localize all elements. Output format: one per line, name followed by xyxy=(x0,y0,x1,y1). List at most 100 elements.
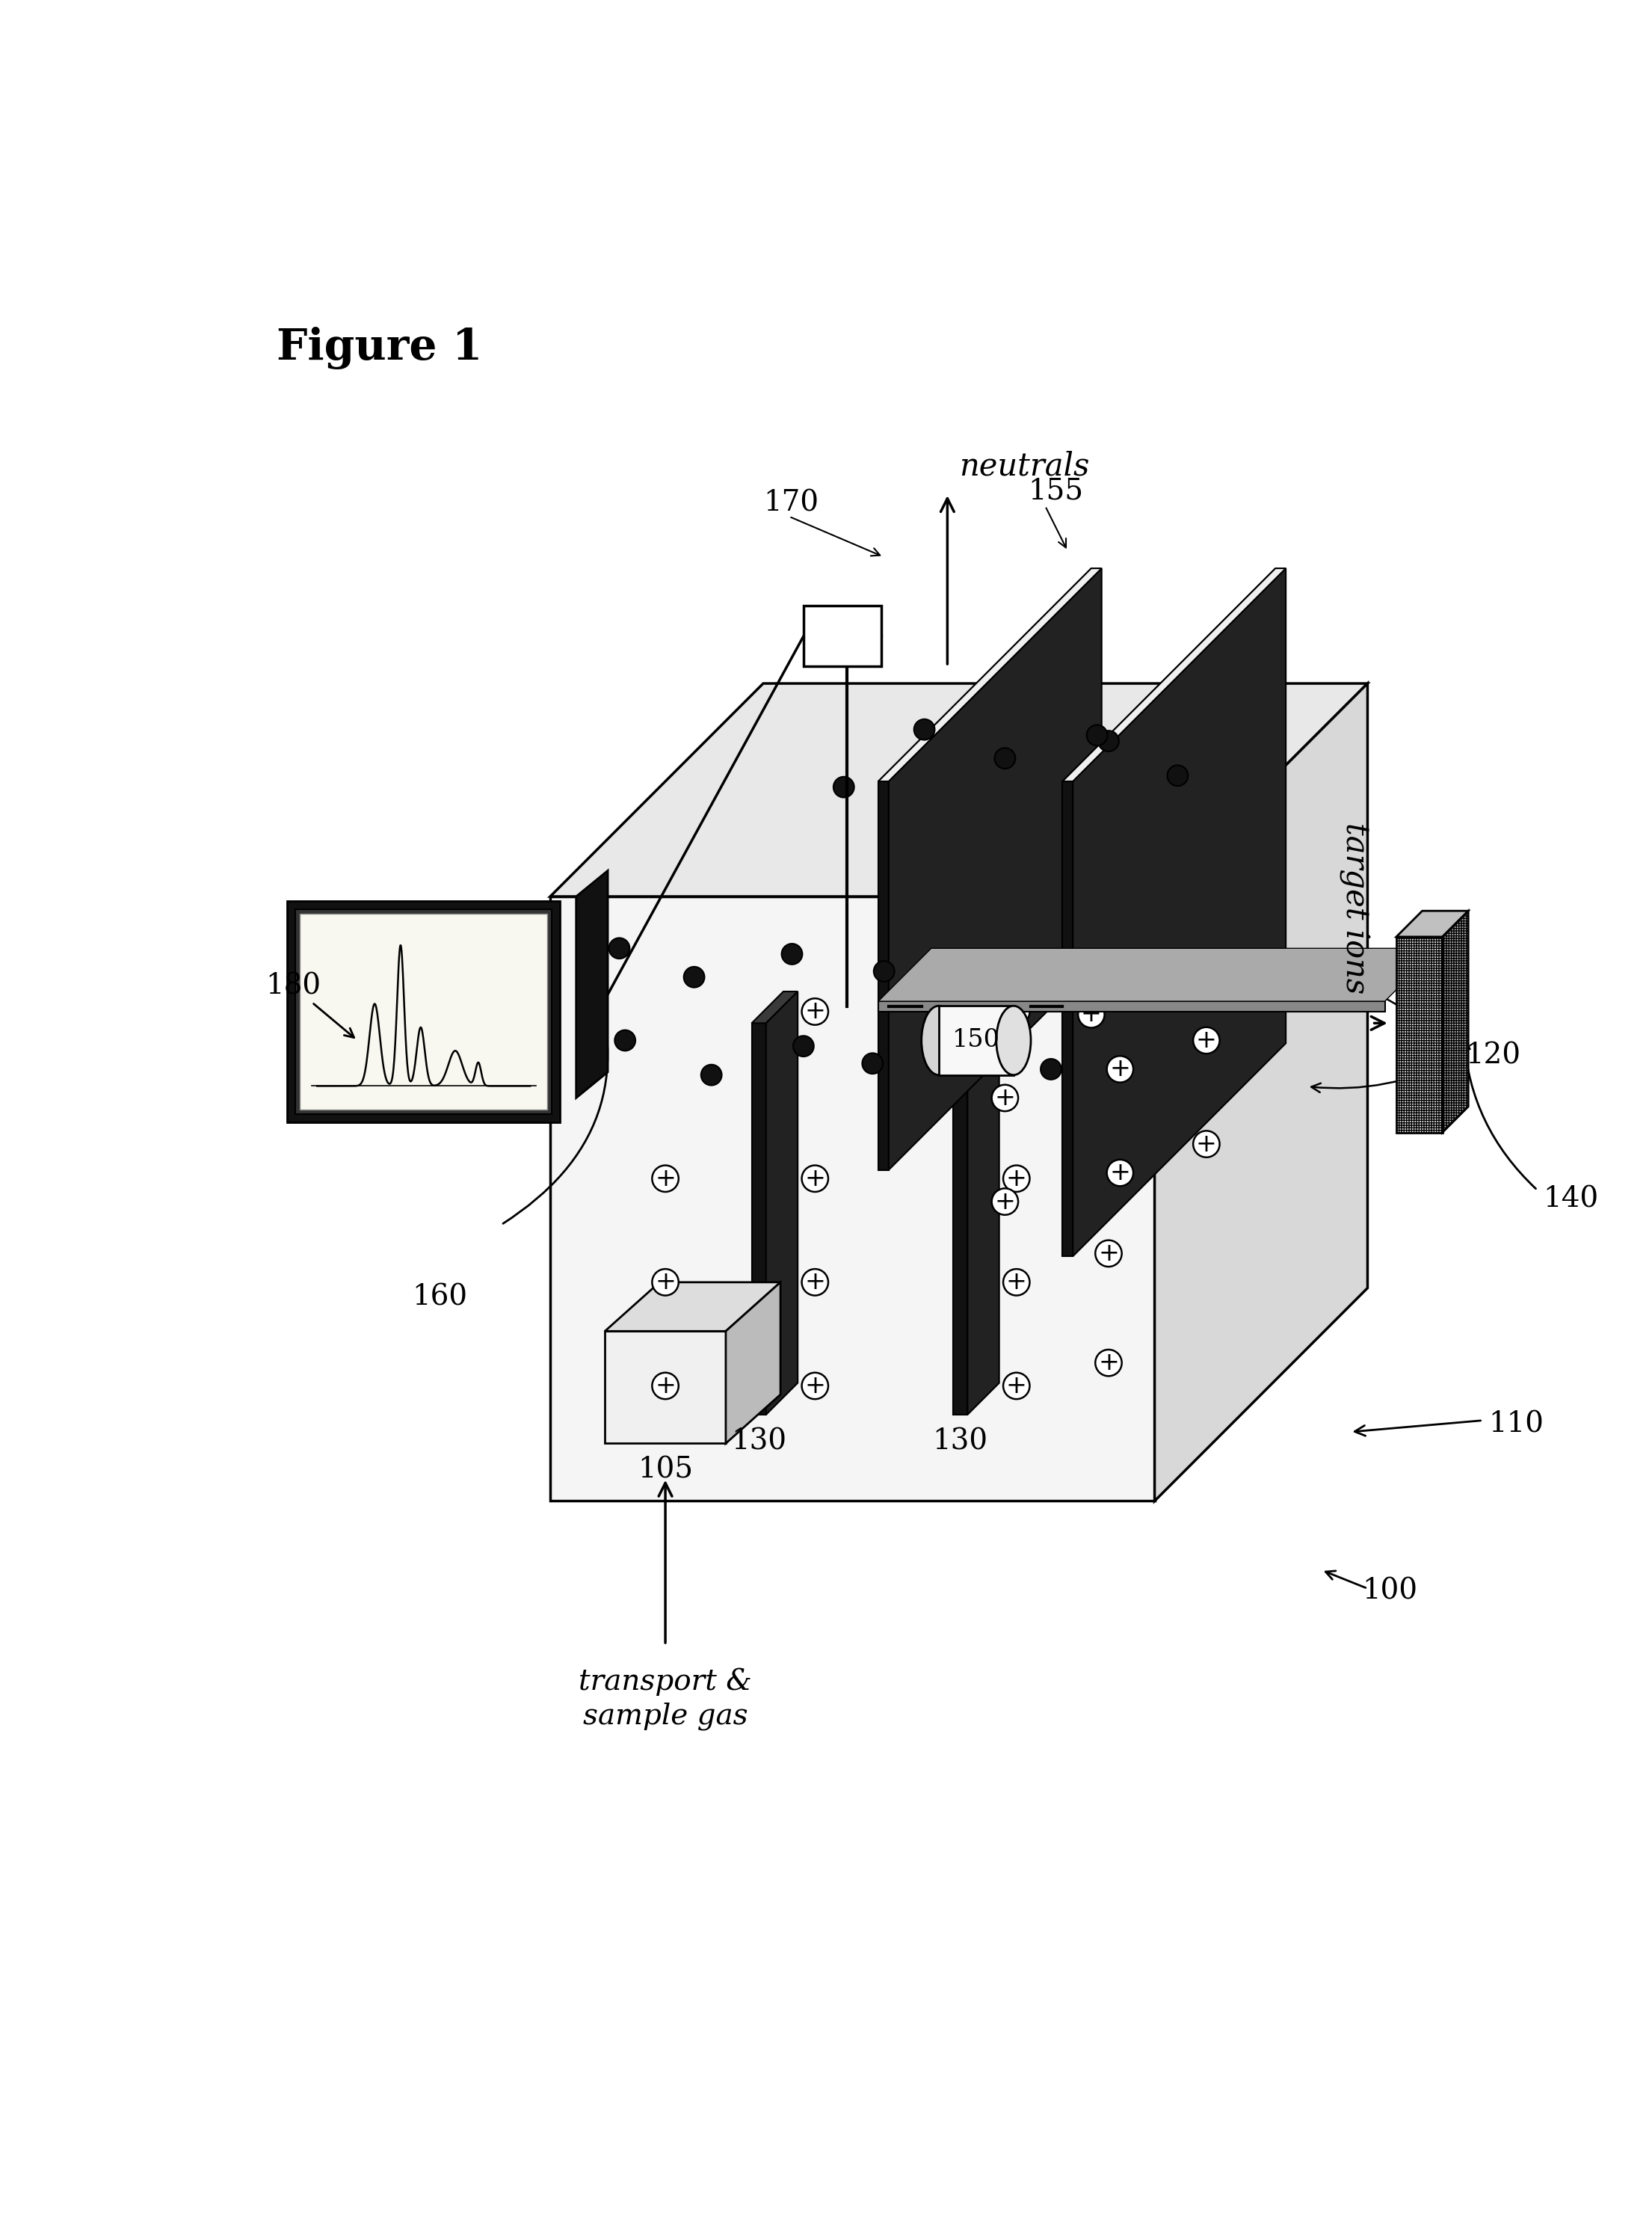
Text: +: + xyxy=(995,1188,1016,1215)
Text: 150: 150 xyxy=(952,1029,999,1053)
Circle shape xyxy=(1095,1239,1122,1266)
Text: 160: 160 xyxy=(411,1284,468,1310)
Circle shape xyxy=(1104,956,1125,975)
Circle shape xyxy=(1168,765,1188,787)
Circle shape xyxy=(684,967,704,987)
Bar xyxy=(287,900,560,1122)
Polygon shape xyxy=(725,1281,780,1443)
Text: +: + xyxy=(1196,1029,1218,1053)
Text: +: + xyxy=(1006,1166,1028,1191)
Text: +: + xyxy=(995,1086,1016,1111)
Circle shape xyxy=(1099,732,1118,752)
Text: +: + xyxy=(805,1375,826,1399)
Polygon shape xyxy=(1396,911,1469,938)
Circle shape xyxy=(801,1268,828,1295)
Circle shape xyxy=(1003,1268,1029,1295)
Text: +: + xyxy=(1006,1270,1028,1295)
Bar xyxy=(296,909,552,1115)
Circle shape xyxy=(1087,725,1107,745)
Circle shape xyxy=(874,960,894,982)
Text: 140: 140 xyxy=(1543,1186,1599,1213)
Text: 130: 130 xyxy=(932,1428,988,1454)
Circle shape xyxy=(1041,1060,1061,1080)
Text: +: + xyxy=(1080,1002,1102,1026)
Text: 110: 110 xyxy=(1488,1410,1543,1439)
Circle shape xyxy=(1107,1055,1133,1082)
Text: 100: 100 xyxy=(1361,1576,1417,1605)
Polygon shape xyxy=(879,568,1102,780)
Text: neutrals: neutrals xyxy=(958,450,1089,481)
Circle shape xyxy=(610,938,629,958)
Polygon shape xyxy=(767,991,798,1414)
Polygon shape xyxy=(889,568,1102,1171)
Circle shape xyxy=(801,998,828,1024)
Circle shape xyxy=(862,1053,882,1073)
Text: target ions: target ions xyxy=(1338,823,1370,993)
Polygon shape xyxy=(879,780,889,1171)
Circle shape xyxy=(653,1268,679,1295)
Text: +: + xyxy=(1196,1131,1218,1157)
Circle shape xyxy=(653,1372,679,1399)
Text: +: + xyxy=(1099,1350,1118,1375)
Polygon shape xyxy=(953,991,999,1024)
Text: +: + xyxy=(654,1270,676,1295)
Circle shape xyxy=(1003,998,1029,1024)
Text: 130: 130 xyxy=(730,1428,786,1454)
Polygon shape xyxy=(1062,780,1072,1257)
Circle shape xyxy=(943,1042,963,1062)
Polygon shape xyxy=(605,1281,780,1330)
Circle shape xyxy=(615,1031,636,1051)
Circle shape xyxy=(991,1188,1018,1215)
Circle shape xyxy=(1003,1166,1029,1193)
Circle shape xyxy=(1095,1350,1122,1377)
Circle shape xyxy=(995,747,1016,769)
Text: +: + xyxy=(654,1375,676,1399)
Bar xyxy=(301,913,547,1108)
Circle shape xyxy=(1003,1372,1029,1399)
Circle shape xyxy=(781,944,803,964)
Text: +: + xyxy=(1006,1375,1028,1399)
Polygon shape xyxy=(879,1002,1384,1011)
Circle shape xyxy=(653,1166,679,1193)
Text: 105: 105 xyxy=(638,1457,694,1483)
Polygon shape xyxy=(550,683,1368,896)
Ellipse shape xyxy=(922,1007,957,1075)
Circle shape xyxy=(833,776,854,798)
Text: 120: 120 xyxy=(1465,1042,1521,1069)
Text: +: + xyxy=(1110,1058,1130,1082)
Text: +: + xyxy=(654,1166,676,1191)
Polygon shape xyxy=(605,1330,725,1443)
Polygon shape xyxy=(1062,568,1285,780)
Circle shape xyxy=(1193,1131,1219,1157)
Text: transport &
sample gas: transport & sample gas xyxy=(578,1667,752,1731)
Text: +: + xyxy=(1099,1242,1118,1266)
Polygon shape xyxy=(752,1024,767,1414)
Text: +: + xyxy=(995,989,1016,1013)
Circle shape xyxy=(793,1035,814,1058)
Circle shape xyxy=(801,1372,828,1399)
Circle shape xyxy=(700,1064,722,1086)
Text: +: + xyxy=(1110,1159,1130,1186)
Text: +: + xyxy=(1006,1000,1028,1024)
Bar xyxy=(938,1007,1014,1075)
Circle shape xyxy=(991,987,1018,1013)
Text: 180: 180 xyxy=(266,973,354,1038)
Circle shape xyxy=(1107,1159,1133,1186)
Polygon shape xyxy=(879,949,1437,1002)
Circle shape xyxy=(1079,1002,1105,1029)
Polygon shape xyxy=(953,1024,968,1414)
Text: 155: 155 xyxy=(1028,477,1084,505)
Text: 170: 170 xyxy=(763,490,819,517)
Polygon shape xyxy=(879,568,1102,780)
Polygon shape xyxy=(968,991,999,1414)
Polygon shape xyxy=(1062,568,1285,780)
Text: +: + xyxy=(805,1166,826,1191)
Ellipse shape xyxy=(996,1007,1031,1075)
Polygon shape xyxy=(752,991,798,1024)
Text: +: + xyxy=(805,1270,826,1295)
Polygon shape xyxy=(577,871,608,1097)
Text: +: + xyxy=(805,1000,826,1024)
Polygon shape xyxy=(1072,568,1285,1257)
Bar xyxy=(803,605,881,665)
Polygon shape xyxy=(1442,911,1469,1133)
